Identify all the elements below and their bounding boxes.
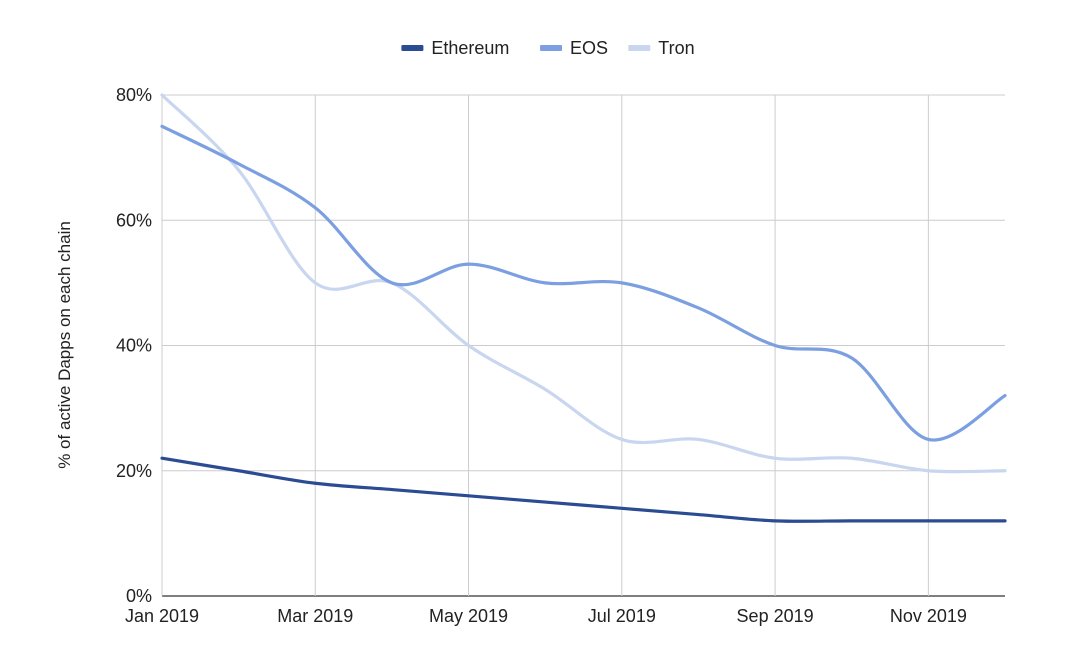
legend-swatch-tron — [628, 45, 651, 51]
x-tick-label: Mar 2019 — [277, 606, 353, 626]
y-axis-label: % of active Dapps on each chain — [55, 221, 74, 469]
x-tick-label: Jan 2019 — [125, 606, 199, 626]
series-line-tron — [160, 93, 1007, 474]
x-axis-ticks: Jan 2019 Mar 2019 May 2019 Jul 2019 Sep 2019… — [125, 606, 967, 626]
legend-label-tron: Tron — [658, 38, 694, 58]
series-line-eos — [160, 124, 1007, 442]
y-axis-ticks: 0% 20% 40% 60% 80% — [116, 85, 152, 606]
series-lines — [160, 93, 1007, 523]
legend-label-ethereum: Ethereum — [431, 38, 509, 58]
x-tick-label: Jul 2019 — [588, 606, 656, 626]
x-tick-label: Sep 2019 — [737, 606, 814, 626]
legend: Ethereum EOS Tron — [401, 38, 695, 58]
series-line-ethereum — [160, 456, 1007, 523]
legend-label-eos: EOS — [570, 38, 608, 58]
y-tick-label: 20% — [116, 461, 152, 481]
x-tick-label: Nov 2019 — [890, 606, 967, 626]
y-tick-label: 0% — [126, 586, 152, 606]
y-tick-label: 60% — [116, 210, 152, 230]
legend-swatch-eos — [540, 45, 563, 51]
gridlines — [161, 94, 1005, 597]
y-tick-label: 80% — [116, 85, 152, 105]
y-tick-label: 40% — [116, 336, 152, 356]
x-tick-label: May 2019 — [429, 606, 508, 626]
legend-swatch-ethereum — [401, 45, 424, 51]
